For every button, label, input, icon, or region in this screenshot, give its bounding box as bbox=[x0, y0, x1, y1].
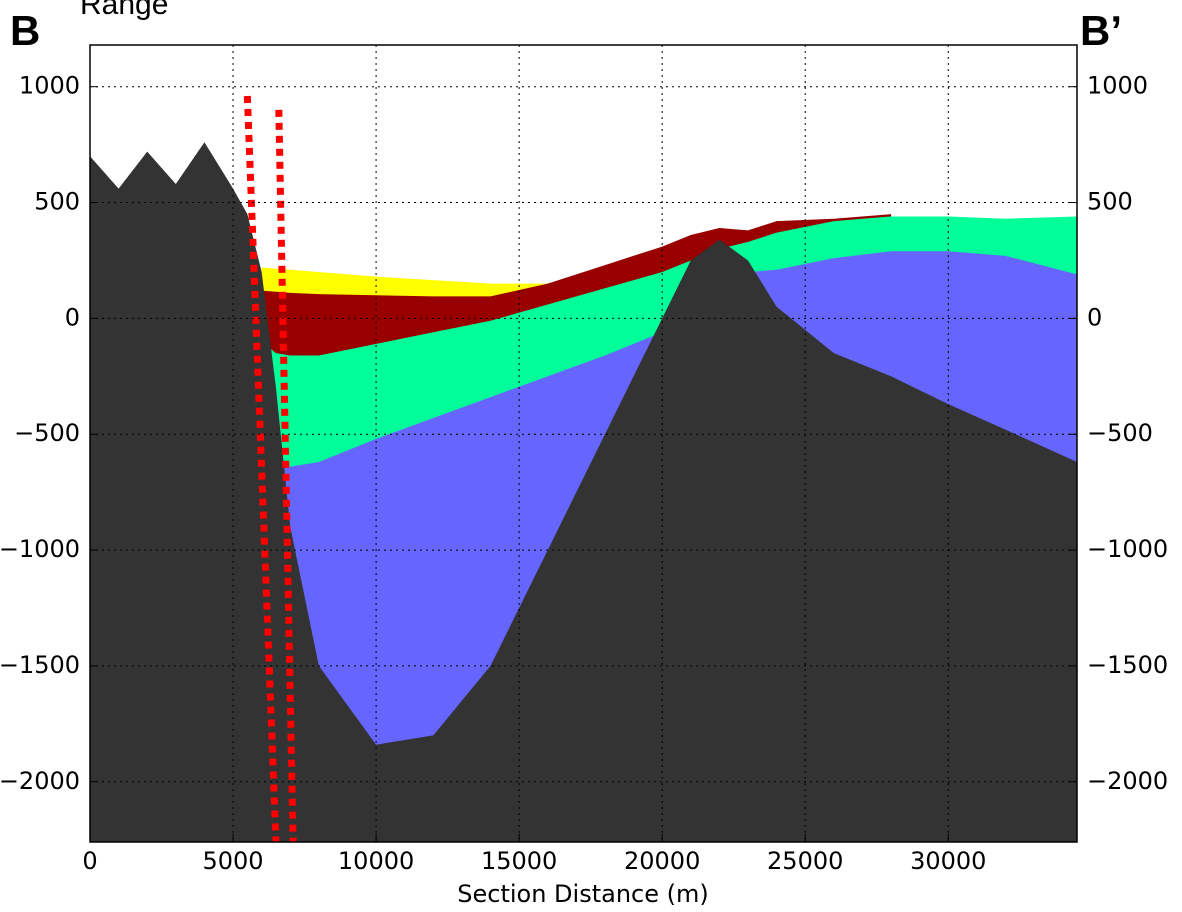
y-tick-label-right: −1500 bbox=[1087, 651, 1168, 679]
x-tick-label: 25000 bbox=[767, 847, 843, 875]
x-tick-label: 10000 bbox=[338, 847, 414, 875]
y-tick-label-right: −500 bbox=[1087, 419, 1153, 447]
y-tick-label: −500 bbox=[14, 419, 80, 447]
y-tick-label-right: −1000 bbox=[1087, 535, 1168, 563]
x-axis-label: Section Distance (m) bbox=[457, 880, 708, 908]
x-tick-label: 15000 bbox=[481, 847, 557, 875]
chart: B B’ Range Section Distance (m) 05000100… bbox=[0, 0, 1182, 912]
y-tick-label: 1000 bbox=[19, 72, 80, 100]
y-tick-label-right: 1000 bbox=[1087, 72, 1148, 100]
x-tick-label: 5000 bbox=[203, 847, 264, 875]
y-tick-label: 500 bbox=[34, 188, 80, 216]
y-tick-label-right: −2000 bbox=[1087, 767, 1168, 795]
y-tick-label: −1500 bbox=[0, 651, 80, 679]
x-tick-label: 20000 bbox=[624, 847, 700, 875]
x-tick-label: 30000 bbox=[910, 847, 986, 875]
y-tick-label: 0 bbox=[65, 303, 80, 331]
y-tick-label: −2000 bbox=[0, 767, 80, 795]
y-tick-label-right: 500 bbox=[1087, 188, 1133, 216]
section-end-label: B’ bbox=[1080, 7, 1122, 54]
x-tick-label: 0 bbox=[82, 847, 97, 875]
y-tick-label: −1000 bbox=[0, 535, 80, 563]
y-tick-label-right: 0 bbox=[1087, 303, 1102, 331]
section-start-label: B bbox=[10, 7, 40, 54]
subtitle: Range bbox=[80, 0, 168, 21]
